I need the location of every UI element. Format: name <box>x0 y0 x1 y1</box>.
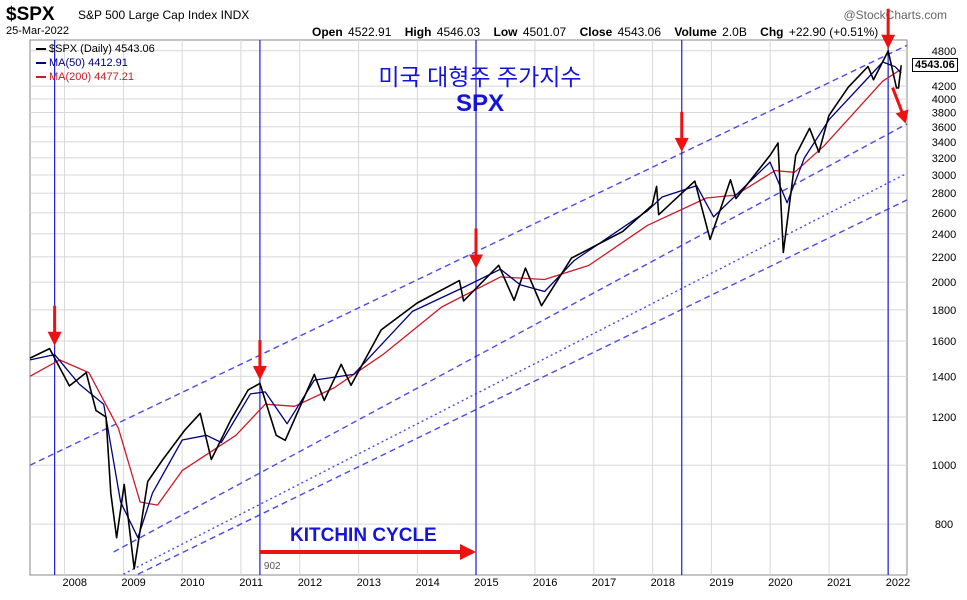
last-price-tag: 4543.06 <box>912 58 958 72</box>
chg-value: +22.90 (+0.51%) <box>788 25 879 39</box>
x-tick-label: 2014 <box>415 577 439 589</box>
ohlc-stats: Open 4522.91 High 4546.03 Low 4501.07 Cl… <box>312 25 878 39</box>
index-title: S&P 500 Large Cap Index <box>78 8 218 22</box>
close-value: 4543.06 <box>617 25 661 39</box>
exchange: INDX <box>220 8 250 22</box>
red-arrow <box>891 87 904 115</box>
low-value: 4501.07 <box>522 25 567 39</box>
x-tick-label: 2022 <box>886 577 910 589</box>
y-tick-label: 1000 <box>932 460 956 472</box>
red-arrow-head <box>468 254 483 269</box>
close-label: Close <box>579 25 613 39</box>
y-tick-label: 3200 <box>932 153 956 165</box>
high-label: High <box>404 25 432 39</box>
x-tick-label: 2021 <box>827 577 851 589</box>
x-tick-label: 2017 <box>592 577 616 589</box>
kitchin-arrow-head <box>459 544 476 560</box>
legend-ma200-label: MA(200) 4477.21 <box>49 71 134 83</box>
ma200-series-line <box>29 68 902 506</box>
index-name: S&P 500 Large Cap Index INDX <box>78 8 249 22</box>
y-tick-label: 1600 <box>932 336 956 348</box>
volume-label: Volume <box>674 25 717 39</box>
trend-channel-line <box>113 123 908 553</box>
legend-ma50-swatch <box>36 62 46 65</box>
legend-ma50-label: MA(50) 4412.91 <box>49 57 128 69</box>
legend-price-swatch <box>36 48 46 51</box>
legend-ma200: MA(200) 4477.21 <box>36 70 155 84</box>
kitchin-start-value: 902 <box>264 561 281 572</box>
x-tick-label: 2019 <box>709 577 733 589</box>
x-tick-label: 2010 <box>180 577 204 589</box>
y-tick-label: 800 <box>935 519 953 531</box>
chg-label: Chg <box>760 25 784 39</box>
y-tick-label: 2600 <box>932 208 956 220</box>
title-korean: 미국 대형주 주가지수 <box>378 64 582 90</box>
trend-channel-line <box>29 44 908 466</box>
y-tick-label: 3600 <box>932 122 956 134</box>
x-tick-label: 2018 <box>651 577 675 589</box>
y-tick-label: 1200 <box>932 412 956 424</box>
open-label: Open <box>312 25 343 39</box>
chart-header: $SPX S&P 500 Large Cap Index INDX 25-Mar… <box>0 0 967 40</box>
y-tick-label: 1400 <box>932 371 956 383</box>
plot-area <box>29 39 908 576</box>
brand-logo: @StockCharts.com <box>843 8 947 22</box>
y-tick-label: 4000 <box>932 94 956 106</box>
y-tick-label: 3800 <box>932 108 956 120</box>
legend-ma200-swatch <box>36 76 46 79</box>
y-tick-label: 2000 <box>932 277 956 289</box>
y-tick-label: 3000 <box>932 170 956 182</box>
chart-legend: $SPX (Daily) 4543.06 MA(50) 4412.91 MA(2… <box>36 42 155 84</box>
legend-ma50: MA(50) 4412.91 <box>36 56 155 70</box>
red-arrow-head <box>47 331 62 346</box>
x-tick-label: 2020 <box>768 577 792 589</box>
x-tick-label: 2013 <box>357 577 381 589</box>
legend-price-label: $SPX (Daily) 4543.06 <box>49 43 155 55</box>
trend-channel-line <box>123 172 908 575</box>
legend-price: $SPX (Daily) 4543.06 <box>36 42 155 56</box>
y-tick-label: 3400 <box>932 137 956 149</box>
red-arrow-head <box>895 109 909 124</box>
y-tick-label: 2200 <box>932 252 956 264</box>
y-tick-label: 2400 <box>932 229 956 241</box>
high-value: 4546.03 <box>436 25 481 39</box>
y-tick-label: 2800 <box>932 188 956 200</box>
y-tick-label: 4800 <box>932 46 956 58</box>
x-tick-label: 2016 <box>533 577 557 589</box>
red-arrow-head <box>252 366 267 381</box>
open-value: 4522.91 <box>348 25 392 39</box>
x-tick-label: 2008 <box>62 577 86 589</box>
symbol: $SPX <box>6 4 55 25</box>
y-tick-label: 1800 <box>932 305 956 317</box>
x-tick-label: 2011 <box>239 577 263 589</box>
price-series-line <box>29 50 902 570</box>
chart-date: 25-Mar-2022 <box>6 25 69 37</box>
red-arrow-head <box>881 34 896 49</box>
trend-channel-line <box>137 199 908 575</box>
volume-value: 2.0B <box>722 25 747 39</box>
y-tick-label: 4200 <box>932 81 956 93</box>
x-tick-label: 2012 <box>298 577 322 589</box>
red-arrow-head <box>674 137 689 152</box>
kitchin-cycle-label: KITCHIN CYCLE <box>290 525 437 546</box>
x-tick-label: 2009 <box>121 577 145 589</box>
low-label: Low <box>493 25 518 39</box>
title-spx: SPX <box>455 90 505 117</box>
x-tick-label: 2015 <box>474 577 498 589</box>
